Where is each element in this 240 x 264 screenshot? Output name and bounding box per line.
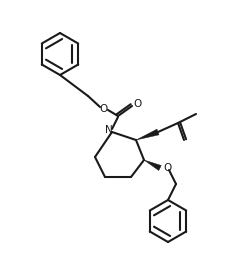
Text: O: O: [100, 104, 108, 114]
Text: O: O: [163, 163, 171, 173]
Text: O: O: [133, 99, 141, 109]
Text: N: N: [105, 125, 113, 135]
Polygon shape: [144, 160, 161, 171]
Polygon shape: [136, 129, 159, 140]
